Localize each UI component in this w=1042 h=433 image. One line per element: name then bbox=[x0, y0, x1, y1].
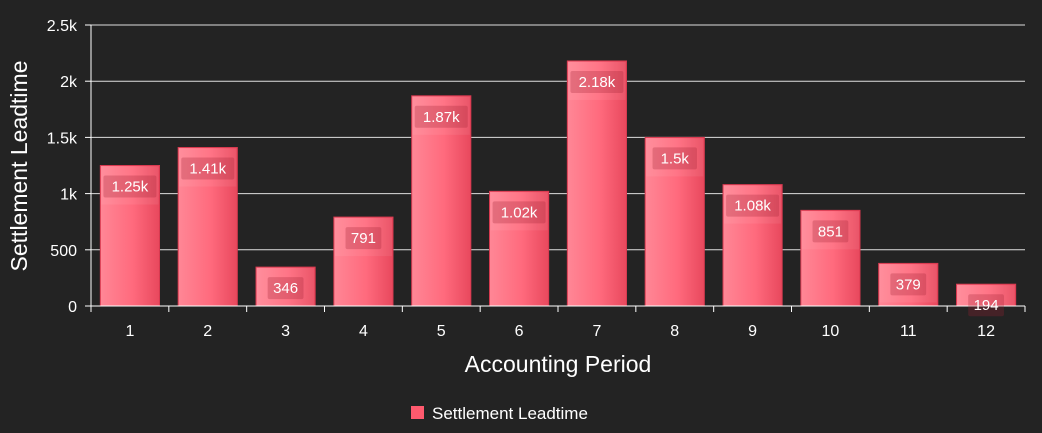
bar-highlight bbox=[724, 185, 782, 224]
data-label: 1.02k bbox=[501, 204, 538, 221]
y-tick-label: 500 bbox=[50, 243, 77, 260]
data-label-bg bbox=[267, 277, 304, 300]
data-label-bg bbox=[345, 227, 382, 250]
bar-highlight bbox=[179, 148, 237, 187]
data-label: 379 bbox=[896, 276, 921, 293]
data-label: 194 bbox=[974, 297, 999, 314]
x-tick-label: 4 bbox=[359, 323, 368, 340]
bar-highlight bbox=[334, 218, 392, 257]
data-label: 1.41k bbox=[189, 161, 226, 178]
data-label-bg bbox=[968, 294, 1004, 317]
x-tick-label: 6 bbox=[515, 323, 524, 340]
data-label: 1.08k bbox=[734, 198, 771, 215]
x-tick-label: 7 bbox=[592, 323, 601, 340]
bar-highlight bbox=[568, 61, 626, 100]
x-tick-label: 5 bbox=[437, 323, 446, 340]
data-label: 1.5k bbox=[661, 150, 690, 167]
data-label-bg bbox=[890, 273, 927, 296]
legend-label: Settlement Leadtime bbox=[432, 404, 588, 423]
data-labels: 1.25k 1.41k 346 791 1.87k 1.02k 2.18k 1.5k 1.08k… bbox=[103, 70, 1004, 317]
y-tick-label: 2.5k bbox=[47, 18, 78, 35]
x-tick-label: 11 bbox=[900, 323, 917, 340]
data-label-bg bbox=[492, 201, 546, 224]
data-label: 791 bbox=[351, 230, 376, 247]
bar-period-10 bbox=[800, 209, 861, 307]
y-tick-label: 1k bbox=[60, 187, 78, 204]
bar-highlight bbox=[257, 268, 315, 305]
data-label-bg bbox=[726, 194, 780, 217]
legend-swatch bbox=[411, 406, 424, 419]
x-tick-label: 1 bbox=[125, 323, 134, 340]
bar-highlight bbox=[490, 192, 548, 231]
data-label: 1.25k bbox=[112, 179, 149, 196]
x-tick-label: 10 bbox=[822, 323, 840, 340]
data-label: 851 bbox=[818, 223, 843, 240]
x-tick-label: 2 bbox=[203, 323, 212, 340]
data-label-bg bbox=[414, 105, 468, 128]
x-tick-label: 12 bbox=[977, 323, 995, 340]
x-tick-label: 8 bbox=[670, 323, 679, 340]
x-tick-label: 3 bbox=[281, 323, 290, 340]
bar-highlight bbox=[101, 166, 159, 205]
bars bbox=[99, 60, 1017, 307]
bar-highlight bbox=[801, 211, 859, 250]
bar-period-8 bbox=[644, 136, 705, 307]
bar-highlight bbox=[957, 285, 1015, 305]
data-label: 1.87k bbox=[423, 109, 460, 126]
bar-period-4 bbox=[333, 216, 394, 307]
data-label-bg bbox=[570, 70, 624, 93]
legend: Settlement Leadtime bbox=[411, 404, 588, 423]
bar-period-7 bbox=[566, 60, 627, 307]
bar-highlight bbox=[412, 96, 470, 135]
x-tick-label: 9 bbox=[748, 323, 757, 340]
bar-period-9 bbox=[722, 184, 783, 307]
data-label-bg bbox=[103, 175, 157, 198]
data-label-bg bbox=[652, 147, 697, 170]
x-axis-title: Accounting Period bbox=[465, 351, 652, 377]
data-label-bg bbox=[812, 220, 849, 243]
data-label: 346 bbox=[273, 280, 298, 297]
bar-period-5 bbox=[411, 95, 472, 307]
bar-highlight bbox=[879, 264, 937, 303]
data-label-bg bbox=[181, 157, 235, 180]
data-label: 2.18k bbox=[579, 74, 616, 91]
y-tick-label: 1.5k bbox=[47, 130, 78, 147]
y-tick-label: 2k bbox=[60, 74, 78, 91]
y-axis-title: Settlement Leadtime bbox=[6, 61, 32, 272]
y-tick-label: 0 bbox=[68, 299, 77, 316]
bar-highlight bbox=[646, 138, 704, 177]
